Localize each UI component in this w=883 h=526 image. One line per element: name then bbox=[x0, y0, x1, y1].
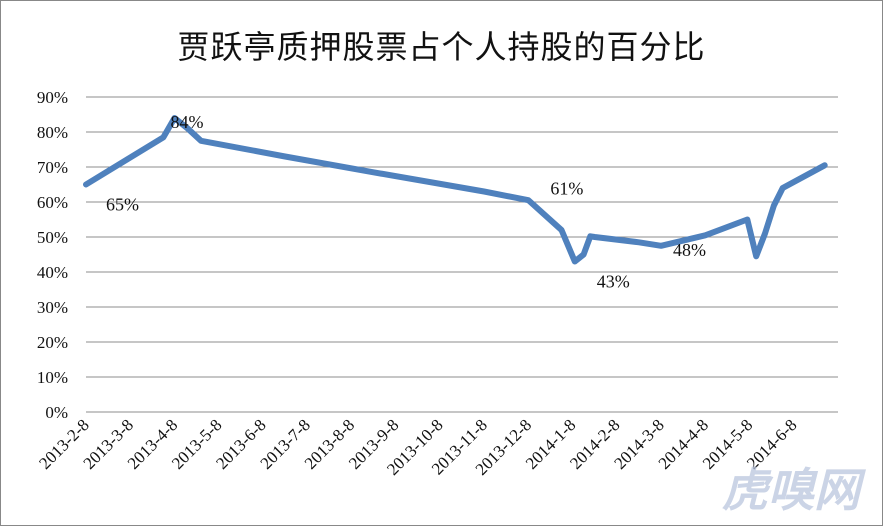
y-tick-label: 90% bbox=[37, 88, 68, 107]
watermark-text: 虎嗅网 bbox=[722, 463, 866, 517]
data-label: 43% bbox=[597, 272, 630, 292]
y-tick-label: 0% bbox=[45, 403, 68, 422]
y-tick-label: 50% bbox=[37, 228, 68, 247]
x-axis-ticks: 2013-2-82013-3-82013-4-82013-5-82013-6-8… bbox=[35, 415, 800, 479]
y-tick-label: 40% bbox=[37, 263, 68, 282]
y-tick-label: 20% bbox=[37, 333, 68, 352]
data-label: 65% bbox=[106, 195, 139, 215]
chart-title: 贾跃亭质押股票占个人持股的百分比 bbox=[177, 28, 706, 66]
y-tick-label: 10% bbox=[37, 368, 68, 387]
y-tick-label: 70% bbox=[37, 158, 68, 177]
watermark-layer: 虎嗅网 bbox=[722, 463, 866, 517]
y-tick-label: 80% bbox=[37, 123, 68, 142]
data-label: 61% bbox=[550, 178, 583, 198]
y-tick-label: 30% bbox=[37, 298, 68, 317]
data-label: 48% bbox=[673, 240, 706, 260]
series-line bbox=[83, 115, 828, 265]
series-layer bbox=[83, 115, 828, 265]
gridlines bbox=[86, 96, 838, 413]
data-labels: 65% 84% 61% 43% 48% bbox=[106, 112, 706, 292]
data-label: 84% bbox=[170, 112, 203, 132]
y-tick-label: 60% bbox=[37, 193, 68, 212]
y-axis-ticks: 0% 10% 20% 30% 40% 50% 60% 70% 80% 90% bbox=[37, 88, 68, 422]
